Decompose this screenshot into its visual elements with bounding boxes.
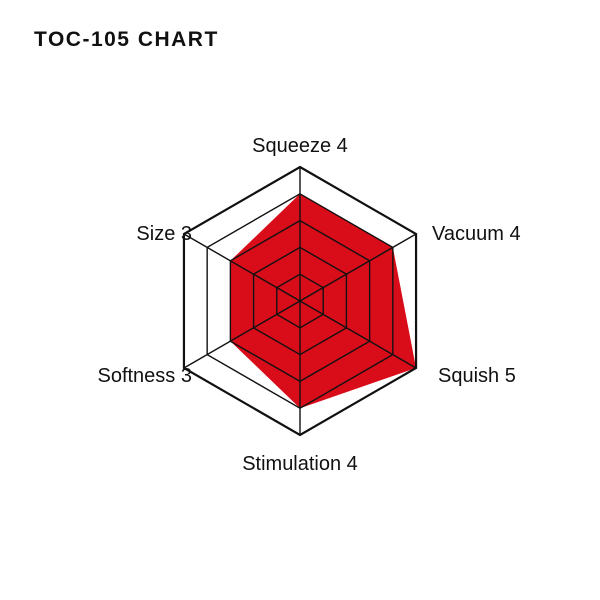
spoke-squish [299, 300, 417, 369]
axis-label-vacuum: Vacuum 4 [432, 223, 521, 245]
axis-label-squeeze: Squeeze 4 [252, 135, 348, 157]
axis-label-stimulation: Stimulation 4 [242, 453, 358, 475]
axis-label-squish: Squish 5 [438, 365, 516, 387]
axis-label-softness: Softness 3 [97, 365, 192, 387]
chart-title: TOC-105 CHART [34, 28, 219, 51]
spoke-softness [183, 300, 301, 369]
spoke-vacuum [299, 233, 417, 302]
spoke-size [183, 233, 301, 302]
axis-label-size: Size 3 [136, 223, 192, 245]
